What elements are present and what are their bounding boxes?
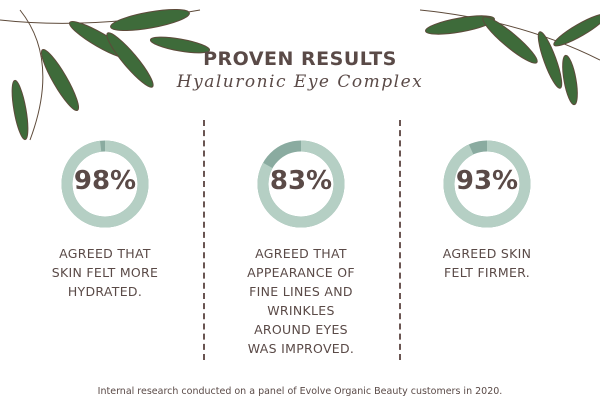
stat-description: AGREED THAT SKIN FELT MORE HYDRATED. — [51, 246, 159, 299]
stat-percent: 98% — [73, 166, 137, 196]
leaves-top-right-decoration — [420, 9, 600, 106]
ring-fill — [61, 140, 149, 228]
stat-column: 83% AGREED THAT APPEARANCE OF FINE LINES… — [216, 136, 386, 358]
ring-fill — [257, 140, 345, 228]
donut-chart — [443, 140, 531, 228]
footnote: Internal research conducted on a panel o… — [97, 386, 503, 397]
donut-chart — [257, 140, 345, 228]
ring-fill — [443, 140, 531, 228]
donut-chart — [61, 140, 149, 228]
stat-description: AGREED SKIN FELT FIRMER. — [442, 246, 532, 280]
page-title: PROVEN RESULTS — [203, 48, 397, 70]
stat-description: AGREED THAT APPEARANCE OF FINE LINES AND… — [247, 246, 355, 356]
divider — [203, 120, 205, 360]
product-subtitle: Hyaluronic Eye Complex — [176, 72, 424, 92]
stat-column: 93% AGREED SKIN FELT FIRMER. — [402, 136, 572, 282]
stat-column: 98% AGREED THAT SKIN FELT MORE HYDRATED. — [20, 136, 190, 301]
stat-percent: 83% — [269, 166, 333, 196]
leaves-top-left-decoration — [0, 8, 211, 141]
stat-percent: 93% — [455, 166, 519, 196]
divider — [399, 120, 401, 360]
